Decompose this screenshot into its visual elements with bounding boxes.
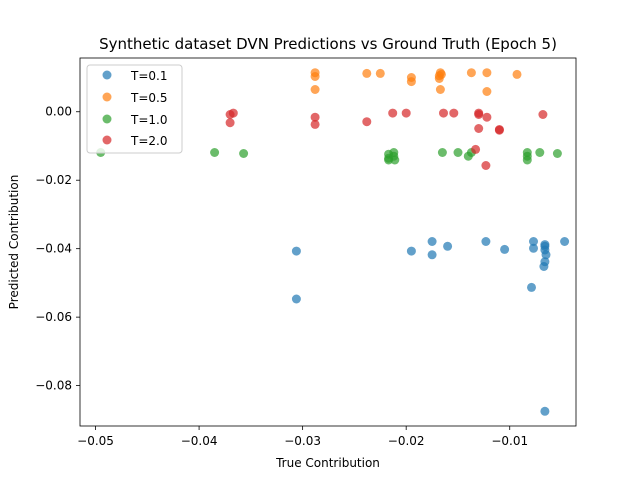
legend-label-t01: T=0.1 bbox=[130, 69, 167, 83]
x-tick-label: −0.04 bbox=[181, 434, 218, 448]
data-point bbox=[388, 108, 398, 118]
legend-marker-t01 bbox=[102, 70, 112, 80]
data-point bbox=[527, 282, 536, 292]
data-point bbox=[437, 148, 447, 157]
data-point bbox=[466, 68, 476, 78]
legend-marker-t05 bbox=[102, 92, 112, 102]
data-point bbox=[529, 243, 538, 253]
data-point bbox=[225, 118, 235, 128]
data-point bbox=[362, 68, 372, 78]
data-point bbox=[239, 149, 249, 158]
x-tick-label: −0.01 bbox=[491, 434, 528, 448]
data-point bbox=[494, 125, 504, 135]
series-t-1-0 bbox=[96, 148, 562, 165]
data-point bbox=[560, 237, 570, 246]
data-point bbox=[522, 155, 532, 165]
axes-spines bbox=[79, 57, 577, 427]
x-axis-title: True Contribution bbox=[275, 456, 380, 470]
y-axis: 0.00 −0.02 −0.04 −0.06 −0.08 bbox=[35, 105, 80, 393]
legend-box bbox=[86, 64, 183, 154]
legend-label-t05: T=0.5 bbox=[130, 91, 167, 105]
y-tick-label: −0.08 bbox=[35, 379, 72, 393]
data-point bbox=[375, 68, 385, 78]
data-point bbox=[390, 155, 400, 165]
legend-label-t20: T=2.0 bbox=[130, 134, 167, 148]
y-tick-label: 0.00 bbox=[45, 105, 72, 119]
data-point bbox=[529, 237, 538, 246]
data-point bbox=[540, 406, 550, 416]
data-point bbox=[439, 108, 448, 118]
legend: T=0.1 T=0.5 T=1.0 T=2.0 bbox=[86, 64, 183, 154]
x-tick-label: −0.05 bbox=[77, 434, 114, 448]
data-point bbox=[427, 237, 437, 246]
data-point bbox=[449, 108, 459, 118]
data-point bbox=[552, 149, 562, 158]
data-point bbox=[310, 85, 320, 94]
data-point bbox=[443, 241, 453, 251]
series-t-0-5 bbox=[310, 68, 522, 96]
data-point bbox=[406, 77, 416, 87]
data-point bbox=[291, 246, 301, 256]
data-point bbox=[310, 112, 320, 122]
data-point bbox=[471, 144, 481, 154]
chart-title: Synthetic dataset DVN Predictions vs Gro… bbox=[99, 35, 557, 53]
points-layer bbox=[96, 68, 570, 416]
data-point bbox=[453, 148, 463, 157]
data-point bbox=[474, 110, 484, 119]
data-point bbox=[210, 148, 220, 157]
data-point bbox=[310, 119, 320, 129]
y-tick-label: −0.06 bbox=[35, 310, 72, 324]
data-point bbox=[401, 108, 411, 118]
data-point bbox=[225, 110, 235, 119]
data-point bbox=[535, 148, 545, 157]
x-tick-label: −0.03 bbox=[284, 434, 321, 448]
data-point bbox=[362, 117, 372, 127]
x-tick-label: −0.02 bbox=[388, 434, 425, 448]
data-point bbox=[500, 244, 510, 254]
data-point bbox=[482, 87, 492, 96]
data-point bbox=[384, 155, 394, 165]
y-axis-title: Predicted Contribution bbox=[7, 175, 21, 310]
series-t-0-1 bbox=[291, 237, 570, 416]
series-t-2-0 bbox=[225, 108, 548, 170]
y-tick-label: −0.04 bbox=[35, 242, 72, 256]
data-point bbox=[434, 74, 444, 83]
data-point bbox=[539, 262, 549, 271]
legend-marker-t20 bbox=[102, 135, 112, 145]
legend-marker-t10 bbox=[102, 114, 112, 124]
data-point bbox=[310, 72, 320, 81]
data-point bbox=[406, 246, 416, 256]
data-point bbox=[481, 161, 491, 170]
x-axis: −0.05 −0.04 −0.03 −0.02 −0.01 bbox=[77, 426, 528, 448]
data-point bbox=[482, 68, 492, 78]
data-point bbox=[482, 112, 492, 122]
data-point bbox=[481, 237, 491, 246]
data-point bbox=[512, 69, 522, 79]
legend-label-t10: T=1.0 bbox=[130, 113, 167, 127]
data-point bbox=[474, 124, 484, 133]
data-point bbox=[435, 85, 445, 94]
data-point bbox=[541, 250, 551, 260]
data-point bbox=[291, 294, 301, 304]
data-point bbox=[427, 250, 437, 260]
y-tick-label: −0.02 bbox=[35, 173, 72, 187]
data-point bbox=[538, 110, 548, 119]
